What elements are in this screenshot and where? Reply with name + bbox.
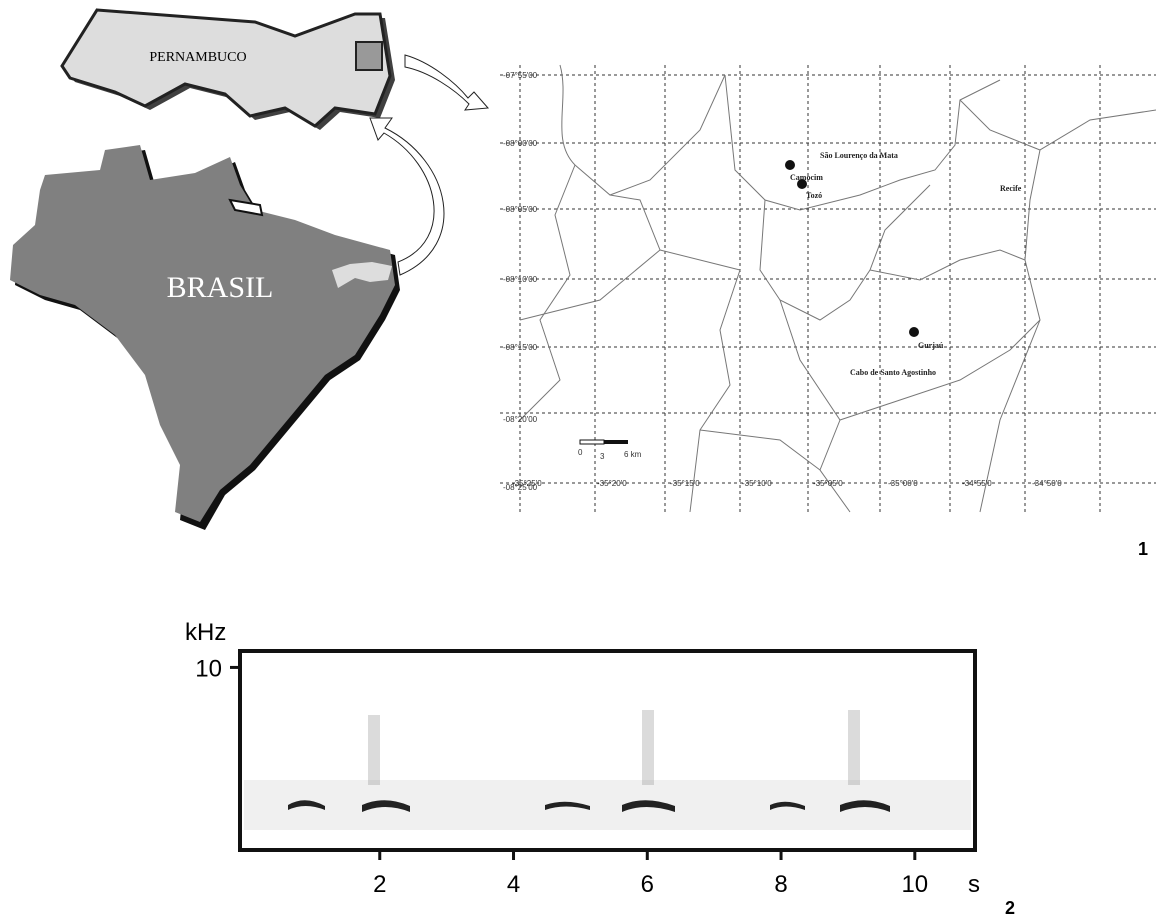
lat-label: -07°55'00 — [503, 71, 538, 80]
state-label: PERNAMBUCO — [149, 50, 246, 65]
lon-label: -34°50'0 — [1032, 479, 1062, 488]
country-label: BRASIL — [167, 271, 274, 304]
place-label: Gurjaú — [918, 341, 944, 350]
panel-number: 1 — [1138, 539, 1148, 559]
study-area-box — [355, 41, 383, 71]
state-highlight — [332, 262, 392, 288]
scale-label: 3 — [600, 452, 605, 461]
place-label: Camocim — [790, 173, 823, 182]
x-axis-label: s — [968, 871, 980, 898]
place-label: Tozó — [806, 191, 822, 200]
lon-label: -35°10'0 — [742, 479, 772, 488]
scale-label: 0 — [578, 448, 583, 457]
scale-label: 6 km — [624, 450, 642, 459]
place-label: Cabo de Santo Agostinho — [850, 368, 936, 377]
calls — [288, 800, 890, 812]
spectrogram — [238, 649, 977, 852]
lon-label: -35°25'0 — [512, 479, 542, 488]
lon-label: -35°20'0 — [597, 479, 627, 488]
place-label: Recife — [1000, 184, 1022, 193]
site-markers — [785, 160, 919, 337]
arrow — [369, 117, 445, 276]
panel-number: 2 — [1005, 898, 1015, 918]
lat-label: -08°10'00 — [503, 275, 538, 284]
x-tick-label: 4 — [507, 871, 520, 898]
lon-label: -35°00'0 — [888, 479, 918, 488]
x-tick-label: 6 — [641, 871, 654, 898]
lat-label: -08°05'00 — [503, 205, 538, 214]
lat-label: -08°15'00 — [503, 343, 538, 352]
lat-label: -08°25'00 — [503, 483, 538, 492]
lat-label: -08°00'00 — [503, 139, 538, 148]
x-tick-label: 8 — [774, 871, 787, 898]
lat-label: -08°20'00 — [503, 415, 538, 424]
island — [228, 198, 264, 217]
scale-bar: 0 3 6 km — [578, 439, 642, 461]
harmonics — [368, 710, 860, 785]
map-grid — [500, 65, 1156, 512]
lon-label: -35°05'0 — [813, 479, 843, 488]
arrow — [404, 54, 490, 111]
state-shape — [60, 8, 392, 128]
place-label: São Lourenço da Mata — [820, 151, 898, 160]
x-tick-label: 10 — [901, 871, 928, 898]
y-axis-label: kHz — [185, 619, 226, 646]
y-tick-label: 10 — [195, 655, 222, 682]
lat-labels: -07°55'00 -08°00'00 -08°05'00 -08°10'00 … — [503, 71, 538, 492]
x-tick-label: 2 — [373, 871, 386, 898]
municipal-boundaries — [519, 64, 1156, 513]
lon-label: -34°55'0 — [962, 479, 992, 488]
lon-labels: -35°25'0 -35°20'0 -35°15'0 -35°10'0 -35°… — [512, 479, 1062, 488]
lon-label: -35°15'0 — [670, 479, 700, 488]
country-shape — [10, 145, 395, 522]
